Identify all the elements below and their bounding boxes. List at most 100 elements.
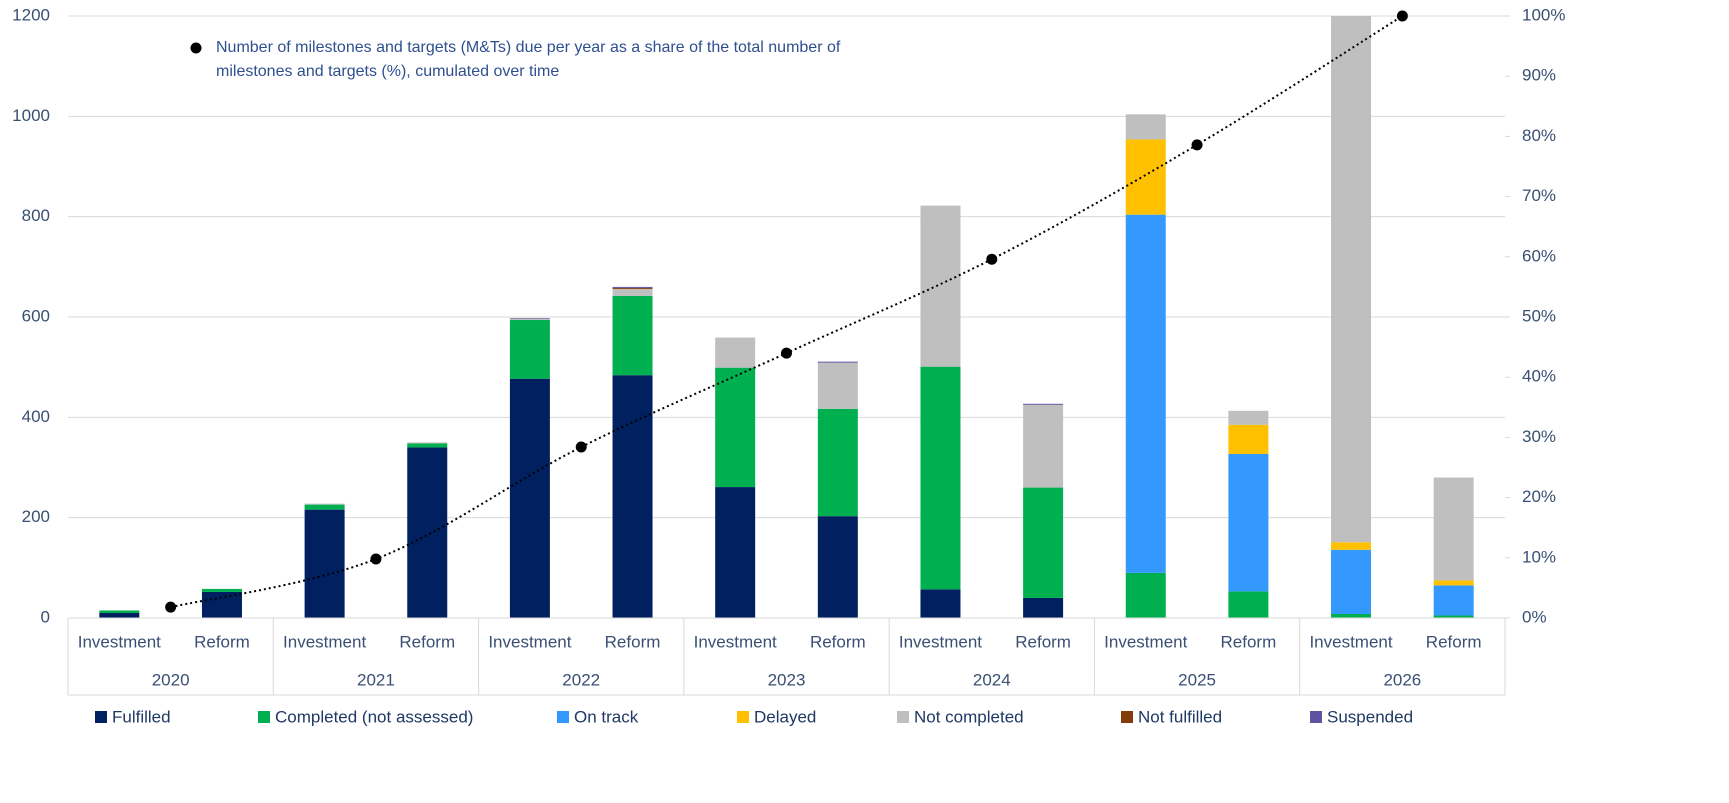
group-label: 2022 — [562, 670, 600, 689]
y-tick-label: 1000 — [12, 106, 50, 125]
bar-segment — [201, 588, 242, 592]
y-tick-label: 1200 — [12, 5, 50, 24]
line-legend-marker — [190, 42, 202, 54]
line-point — [781, 347, 792, 359]
x-tick-label: Reform — [810, 632, 866, 651]
bar-segment — [1331, 16, 1372, 543]
bar-segment — [1023, 597, 1064, 618]
line-point — [1191, 139, 1203, 151]
bar-segment — [817, 516, 858, 618]
y-tick-label: 0 — [41, 607, 50, 626]
y2-tick-label: 20% — [1522, 487, 1556, 506]
bar-segment — [509, 318, 550, 321]
x-tick-label: Reform — [1221, 632, 1277, 651]
line-point — [986, 253, 998, 265]
x-tick-label: Investment — [694, 632, 777, 651]
bar-segment — [509, 320, 550, 379]
bar-segment — [509, 378, 550, 618]
line-point — [1396, 10, 1408, 22]
x-tick-label: Investment — [1309, 632, 1392, 651]
x-tick-label: Reform — [399, 632, 455, 651]
bar-segment — [99, 610, 140, 613]
x-tick-label: Investment — [488, 632, 571, 651]
bar-segment — [1023, 487, 1064, 598]
bar-segment — [201, 591, 242, 618]
bar-segment — [407, 447, 448, 618]
bar-segment — [1331, 542, 1372, 550]
legend-label: Fulfilled — [112, 707, 171, 726]
bar-segment — [1331, 549, 1372, 614]
y2-tick-label: 10% — [1522, 547, 1556, 566]
line-point — [575, 441, 587, 453]
bar-segment — [920, 589, 961, 618]
group-label: 2021 — [357, 670, 395, 689]
bar-segment — [612, 288, 653, 296]
bar-segment — [612, 286, 653, 288]
y2-tick-label: 70% — [1522, 186, 1556, 205]
bar-segment — [920, 366, 961, 590]
legend-swatch — [737, 711, 749, 723]
y2-tick-label: 50% — [1522, 306, 1556, 325]
bar-segment — [1228, 410, 1269, 425]
line-point — [370, 553, 382, 565]
legend-swatch — [557, 711, 569, 723]
y2-tick-label: 60% — [1522, 246, 1556, 265]
bar-segment — [1433, 615, 1474, 618]
bar-segment — [1023, 403, 1064, 405]
x-tick-label: Investment — [899, 632, 982, 651]
bar-segment — [1125, 572, 1166, 618]
bar-segment — [304, 509, 345, 618]
legend-label: Completed (not assessed) — [275, 707, 473, 726]
bar-segment — [1228, 453, 1269, 592]
bar-segment — [1125, 139, 1166, 215]
bar-segment — [1023, 404, 1064, 488]
line-point — [165, 601, 177, 613]
bar-segment — [1228, 424, 1269, 454]
bar-segment — [1228, 591, 1269, 618]
legend-swatch — [95, 711, 107, 723]
bar-segment — [612, 287, 653, 289]
group-label: 2026 — [1383, 670, 1421, 689]
y2-tick-label: 30% — [1522, 427, 1556, 446]
x-tick-label: Reform — [1426, 632, 1482, 651]
bar-segment — [304, 504, 345, 510]
bar-segment — [1331, 613, 1372, 618]
x-tick-label: Reform — [605, 632, 661, 651]
y-tick-label: 800 — [22, 206, 50, 225]
y2-tick-label: 80% — [1522, 126, 1556, 145]
x-tick-label: Reform — [1015, 632, 1071, 651]
bar-segment — [1433, 580, 1474, 586]
bar-segment — [612, 295, 653, 376]
bar-segment — [1433, 477, 1474, 581]
x-tick-label: Investment — [78, 632, 161, 651]
x-tick-label: Investment — [1104, 632, 1187, 651]
bar-segment — [509, 318, 550, 319]
x-tick-label: Reform — [194, 632, 250, 651]
legend-label: Delayed — [754, 707, 816, 726]
group-label: 2025 — [1178, 670, 1216, 689]
line-legend-label: Number of milestones and targets (M&Ts) … — [216, 39, 841, 80]
bar-segment — [407, 442, 448, 444]
bar-segment — [817, 361, 858, 363]
bar-segment — [817, 362, 858, 409]
legend-label: On track — [574, 707, 639, 726]
y2-tick-label: 100% — [1522, 5, 1565, 24]
bar-segment — [1125, 214, 1166, 573]
bar-segment — [407, 443, 448, 448]
y2-tick-label: 0% — [1522, 607, 1547, 626]
x-tick-label: Investment — [283, 632, 366, 651]
bar-segment — [1125, 114, 1166, 140]
bar-segment — [304, 503, 345, 505]
y-tick-label: 400 — [22, 407, 50, 426]
legend-swatch — [1121, 711, 1133, 723]
bar-segment — [920, 205, 961, 367]
y-tick-label: 200 — [22, 507, 50, 526]
group-label: 2020 — [152, 670, 190, 689]
legend-swatch — [1310, 711, 1322, 723]
y2-tick-label: 90% — [1522, 66, 1556, 85]
bar-segment — [817, 408, 858, 517]
y-tick-label: 600 — [22, 306, 50, 325]
legend-swatch — [897, 711, 909, 723]
legend-label: Suspended — [1327, 707, 1413, 726]
